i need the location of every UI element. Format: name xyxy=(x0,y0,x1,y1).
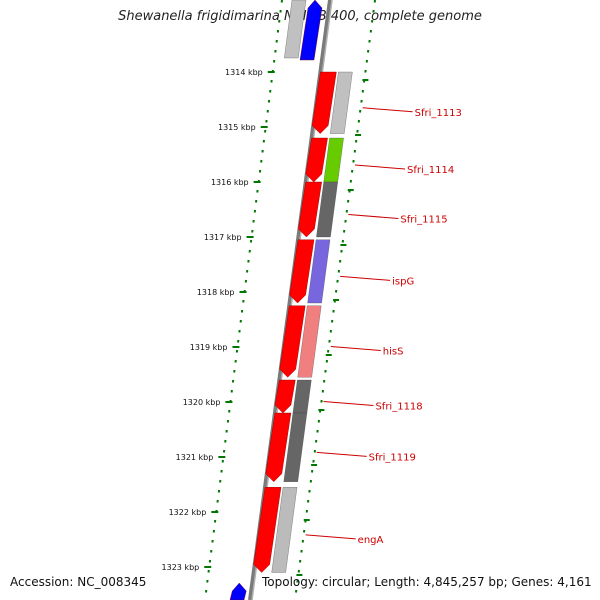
scale-label: 1318 kbp xyxy=(197,288,235,297)
gene-category-bar xyxy=(271,487,298,573)
gene-category-bar xyxy=(292,379,312,414)
scale-label: 1314 kbp xyxy=(225,68,263,77)
gene-cds-arrow xyxy=(298,181,322,238)
outer-dotted-line xyxy=(293,0,376,600)
gene-label: engA xyxy=(358,535,384,546)
partial-top-gene-category xyxy=(284,0,307,59)
gene-cds-arrow xyxy=(305,137,328,183)
gene-category-bar xyxy=(297,305,322,378)
gene-label: Sfri_1115 xyxy=(400,215,447,226)
gene-label: Sfri_1119 xyxy=(369,452,416,463)
gene-category-bar xyxy=(316,181,338,238)
scale-label: 1322 kbp xyxy=(169,508,207,517)
scale-label: 1315 kbp xyxy=(218,123,256,132)
gene-label-leader xyxy=(316,451,367,457)
accession-text: Accession: NC_008345 xyxy=(10,575,147,589)
gene-category-bar xyxy=(283,412,308,482)
gene-label-leader xyxy=(323,401,374,406)
gene-cds-arrow xyxy=(311,71,337,134)
gene-label-leader xyxy=(362,107,413,113)
scale-label: 1317 kbp xyxy=(204,233,242,242)
gene-label: hisS xyxy=(383,347,404,358)
gene-category-bar xyxy=(330,71,353,134)
scale-layer: 1314 kbp 1315 kbp 1316 kbp 1317 kbp 1318 kbp… xyxy=(162,0,376,600)
gene-cds-arrow xyxy=(289,239,315,304)
gene-layer xyxy=(229,0,353,600)
scale-label: 1320 kbp xyxy=(183,398,221,407)
gene-label-leader xyxy=(348,214,399,219)
gene-label: Sfri_1114 xyxy=(407,165,454,176)
gene-label: Sfri_1113 xyxy=(415,108,462,119)
gene-cds-arrow xyxy=(274,379,296,414)
gene-category-bar xyxy=(307,239,331,304)
gene-label-leader xyxy=(305,534,356,540)
partial-bottom-gene-blue xyxy=(229,582,247,600)
topology-text: Topology: circular; Length: 4,845,257 bp… xyxy=(262,575,592,589)
scale-label: 1319 kbp xyxy=(190,343,228,352)
scale-label: 1316 kbp xyxy=(211,178,249,187)
label-layer: Sfri_1113 Sfri_1114 Sfri_1115 ispG hisS Sfri_… xyxy=(305,107,462,546)
gene-label: Sfri_1118 xyxy=(375,402,422,413)
gene-cds-arrow xyxy=(279,305,306,378)
gene-label-leader xyxy=(340,275,391,281)
gene-cds-arrow xyxy=(265,412,292,483)
scale-label: 1323 kbp xyxy=(162,563,200,572)
scale-label: 1321 kbp xyxy=(176,453,214,462)
gene-label-leader xyxy=(330,346,381,351)
gene-cds-arrow xyxy=(253,487,282,573)
partial-top-gene-blue xyxy=(299,0,323,61)
gene-label-leader xyxy=(354,164,406,170)
gene-label: ispG xyxy=(392,276,414,287)
